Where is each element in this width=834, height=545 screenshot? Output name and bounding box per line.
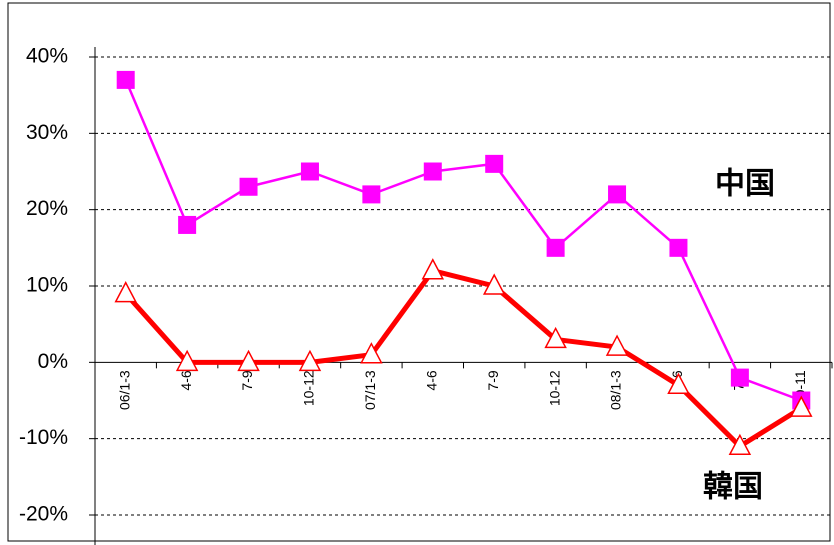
series-line	[123, 268, 803, 449]
marker	[116, 70, 135, 89]
series-label: 中国	[715, 167, 775, 202]
marker	[175, 349, 199, 372]
x-tick-label: 10-12	[301, 370, 317, 406]
marker	[298, 349, 322, 372]
marker	[485, 154, 504, 173]
x-tick-label: 10-12	[546, 370, 562, 406]
x-tick-label: 4-6	[423, 370, 439, 390]
marker	[421, 258, 445, 280]
marker	[608, 185, 627, 204]
series-label: 韓国	[703, 470, 763, 505]
marker	[790, 395, 813, 417]
x-tick-label: 07/1-3	[362, 370, 378, 410]
marker	[237, 349, 260, 372]
x-tick-label: 08/1-3	[608, 370, 624, 410]
marker	[605, 334, 629, 356]
x-tick-label: 7-9	[239, 370, 255, 390]
y-tick-label: 20%	[26, 197, 68, 220]
marker	[423, 162, 442, 181]
x-tick-label: 7-9	[485, 370, 501, 390]
y-tick-label: -10%	[19, 426, 68, 449]
y-tick-label: 10%	[26, 274, 68, 297]
marker	[239, 177, 258, 196]
marker	[544, 326, 567, 349]
marker	[667, 372, 690, 394]
marker	[360, 342, 383, 364]
y-tick-label: 40%	[26, 45, 68, 68]
marker	[669, 238, 688, 257]
marker	[362, 185, 381, 204]
y-tick-label: 0%	[38, 350, 68, 373]
marker	[114, 281, 137, 303]
marker	[178, 215, 197, 234]
x-tick-label: 4-6	[178, 370, 194, 390]
chart-frame	[7, 2, 831, 542]
y-tick-label: -20%	[19, 503, 68, 526]
y-tick-label: 30%	[26, 121, 68, 144]
marker	[730, 368, 749, 387]
marker	[728, 433, 752, 456]
marker	[300, 162, 319, 181]
marker	[546, 238, 565, 257]
series-line	[124, 79, 802, 402]
x-tick-label: 06/1-3	[116, 370, 132, 410]
marker	[482, 273, 506, 295]
